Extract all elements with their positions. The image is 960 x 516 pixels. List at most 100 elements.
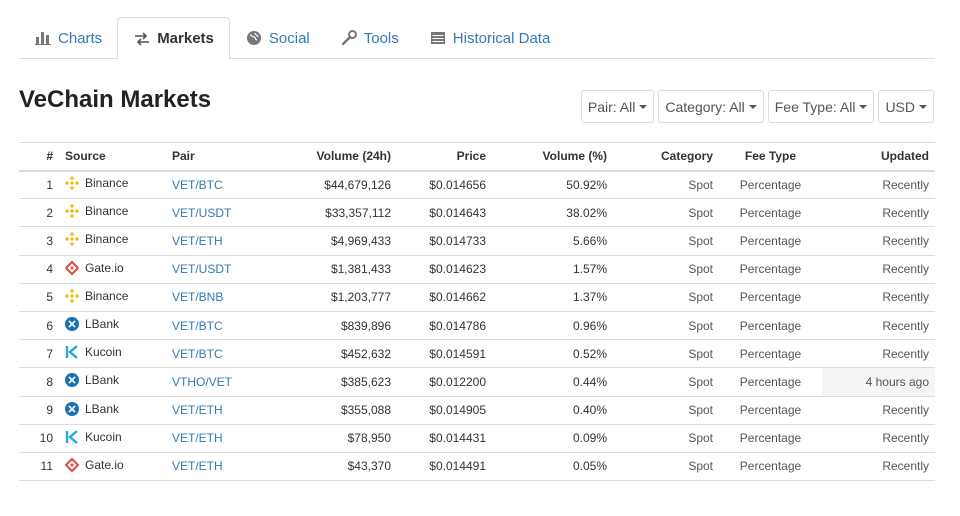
row-price: $0.014905 — [397, 396, 492, 425]
pair-link[interactable]: VET/ETH — [172, 233, 223, 248]
row-updated: Recently — [822, 424, 935, 453]
header-updated[interactable]: Updated — [822, 142, 935, 172]
header-price[interactable]: Price — [397, 142, 492, 172]
row-pair: VET/ETH — [166, 396, 264, 425]
header-pair[interactable]: Pair — [166, 142, 264, 172]
row-source[interactable]: Binance — [59, 198, 166, 228]
row-price: $0.014643 — [397, 198, 492, 228]
row-source[interactable]: Binance — [59, 226, 166, 256]
row-source[interactable]: Gate.io — [59, 452, 166, 482]
page-title: VeChain Markets — [19, 86, 212, 113]
row-updated: Recently — [822, 198, 935, 228]
header-volume-pct[interactable]: Volume (%) — [492, 142, 613, 172]
row-volume-pct: 0.09% — [492, 424, 613, 453]
row-source-name: Gate.io — [85, 457, 124, 472]
row-price: $0.014431 — [397, 424, 492, 453]
category-filter-dropdown[interactable]: Category: All — [658, 90, 764, 123]
tab-historical-data[interactable]: Historical Data — [414, 17, 566, 59]
row-category: Spot — [613, 198, 719, 228]
row-category: Spot — [613, 255, 719, 284]
caret-down-icon — [919, 104, 927, 109]
row-updated: Recently — [822, 452, 935, 482]
row-price: $0.014491 — [397, 452, 492, 482]
row-rank: 11 — [19, 452, 59, 482]
row-volume-pct: 0.44% — [492, 367, 613, 397]
table-row: 2 Binance VET/USDT $33,357,112 $0.014643 38.0… — [19, 198, 935, 228]
header-volume-24h[interactable]: Volume (24h) — [264, 142, 397, 172]
row-source[interactable]: LBank — [59, 396, 166, 425]
tab-charts[interactable]: Charts — [19, 17, 117, 59]
row-fee-type: Percentage — [719, 311, 822, 341]
row-fee-type: Percentage — [719, 198, 822, 228]
tab-tools[interactable]: Tools — [325, 17, 414, 59]
row-source-name: Gate.io — [85, 260, 124, 275]
row-source[interactable]: Kucoin — [59, 424, 166, 453]
tab-markets[interactable]: Markets — [117, 17, 230, 60]
row-source[interactable]: Gate.io — [59, 255, 166, 284]
row-fee-type: Percentage — [719, 339, 822, 369]
table-row: 5 Binance VET/BNB $1,203,777 $0.014662 1.37% S… — [19, 283, 935, 312]
row-rank: 4 — [19, 255, 59, 284]
row-pair: VET/USDT — [166, 255, 264, 284]
row-volume-pct: 0.96% — [492, 311, 613, 341]
caret-down-icon — [748, 104, 757, 109]
row-source[interactable]: LBank — [59, 367, 166, 397]
pair-link[interactable]: VET/ETH — [172, 403, 223, 418]
pair-link[interactable]: VET/USDT — [172, 262, 232, 277]
row-volume-24h: $1,203,777 — [264, 283, 397, 312]
tab-label: Charts — [58, 29, 103, 47]
row-volume-24h: $44,679,126 — [264, 170, 397, 200]
row-rank: 7 — [19, 339, 59, 369]
row-source[interactable]: Binance — [59, 283, 166, 312]
pair-link[interactable]: VET/ETH — [172, 459, 223, 474]
currency-dropdown[interactable]: USD — [878, 90, 934, 123]
row-volume-24h: $33,357,112 — [264, 198, 397, 228]
pair-link[interactable]: VET/BTC — [172, 346, 223, 361]
pair-link[interactable]: VET/BTC — [172, 318, 223, 333]
row-volume-24h: $43,370 — [264, 452, 397, 482]
row-price: $0.014656 — [397, 170, 492, 200]
header-rank[interactable]: # — [19, 142, 59, 172]
calendar-table-icon — [429, 30, 447, 46]
pair-link[interactable]: VET/ETH — [172, 431, 223, 446]
row-fee-type: Percentage — [719, 452, 822, 482]
row-volume-pct: 0.05% — [492, 452, 613, 482]
header-source[interactable]: Source — [59, 142, 166, 172]
category-filter-label: Category: All — [665, 98, 745, 115]
pair-link[interactable]: VET/BTC — [172, 177, 223, 192]
row-source-name: Kucoin — [85, 429, 122, 444]
caret-down-icon — [639, 104, 648, 109]
fee-type-filter-dropdown[interactable]: Fee Type: All — [767, 90, 875, 123]
table-row: 11 Gate.io VET/ETH $43,370 $0.014491 0.05% Spo… — [19, 452, 935, 482]
currency-label: USD — [885, 98, 915, 115]
row-rank: 3 — [19, 226, 59, 256]
row-price: $0.014591 — [397, 339, 492, 369]
binance-logo-icon — [65, 204, 85, 219]
row-price: $0.014786 — [397, 311, 492, 341]
table-header-row: # Source Pair Volume (24h) Price Volume … — [19, 142, 935, 172]
row-volume-24h: $78,950 — [264, 424, 397, 453]
pair-link[interactable]: VET/BNB — [172, 290, 224, 305]
pair-link[interactable]: VTHO/VET — [172, 374, 233, 389]
header-category[interactable]: Category — [613, 142, 719, 172]
markets-table: # Source Pair Volume (24h) Price Volume … — [19, 142, 935, 482]
pair-filter-dropdown[interactable]: Pair: All — [580, 90, 655, 123]
row-volume-24h: $355,088 — [264, 396, 397, 425]
row-price: $0.014733 — [397, 226, 492, 256]
pair-link[interactable]: VET/USDT — [172, 205, 232, 220]
row-category: Spot — [613, 339, 719, 369]
row-pair: VTHO/VET — [166, 367, 264, 397]
row-pair: VET/ETH — [166, 424, 264, 453]
row-source[interactable]: LBank — [59, 311, 166, 341]
row-rank: 5 — [19, 283, 59, 312]
filter-bar: Pair: All Category: All Fee Type: All US… — [580, 90, 934, 123]
row-source[interactable]: Binance — [59, 170, 166, 200]
table-row: 1 Binance VET/BTC $44,679,126 $0.014656 50.92… — [19, 170, 935, 200]
row-category: Spot — [613, 452, 719, 482]
tab-social[interactable]: Social — [230, 17, 325, 59]
kucoin-logo-icon — [65, 345, 85, 360]
row-source[interactable]: Kucoin — [59, 339, 166, 369]
table-row: 8 LBank VTHO/VET $385,623 $0.012200 0.44% Spot… — [19, 367, 935, 397]
row-price: $0.014623 — [397, 255, 492, 284]
header-fee-type[interactable]: Fee Type — [719, 142, 822, 172]
